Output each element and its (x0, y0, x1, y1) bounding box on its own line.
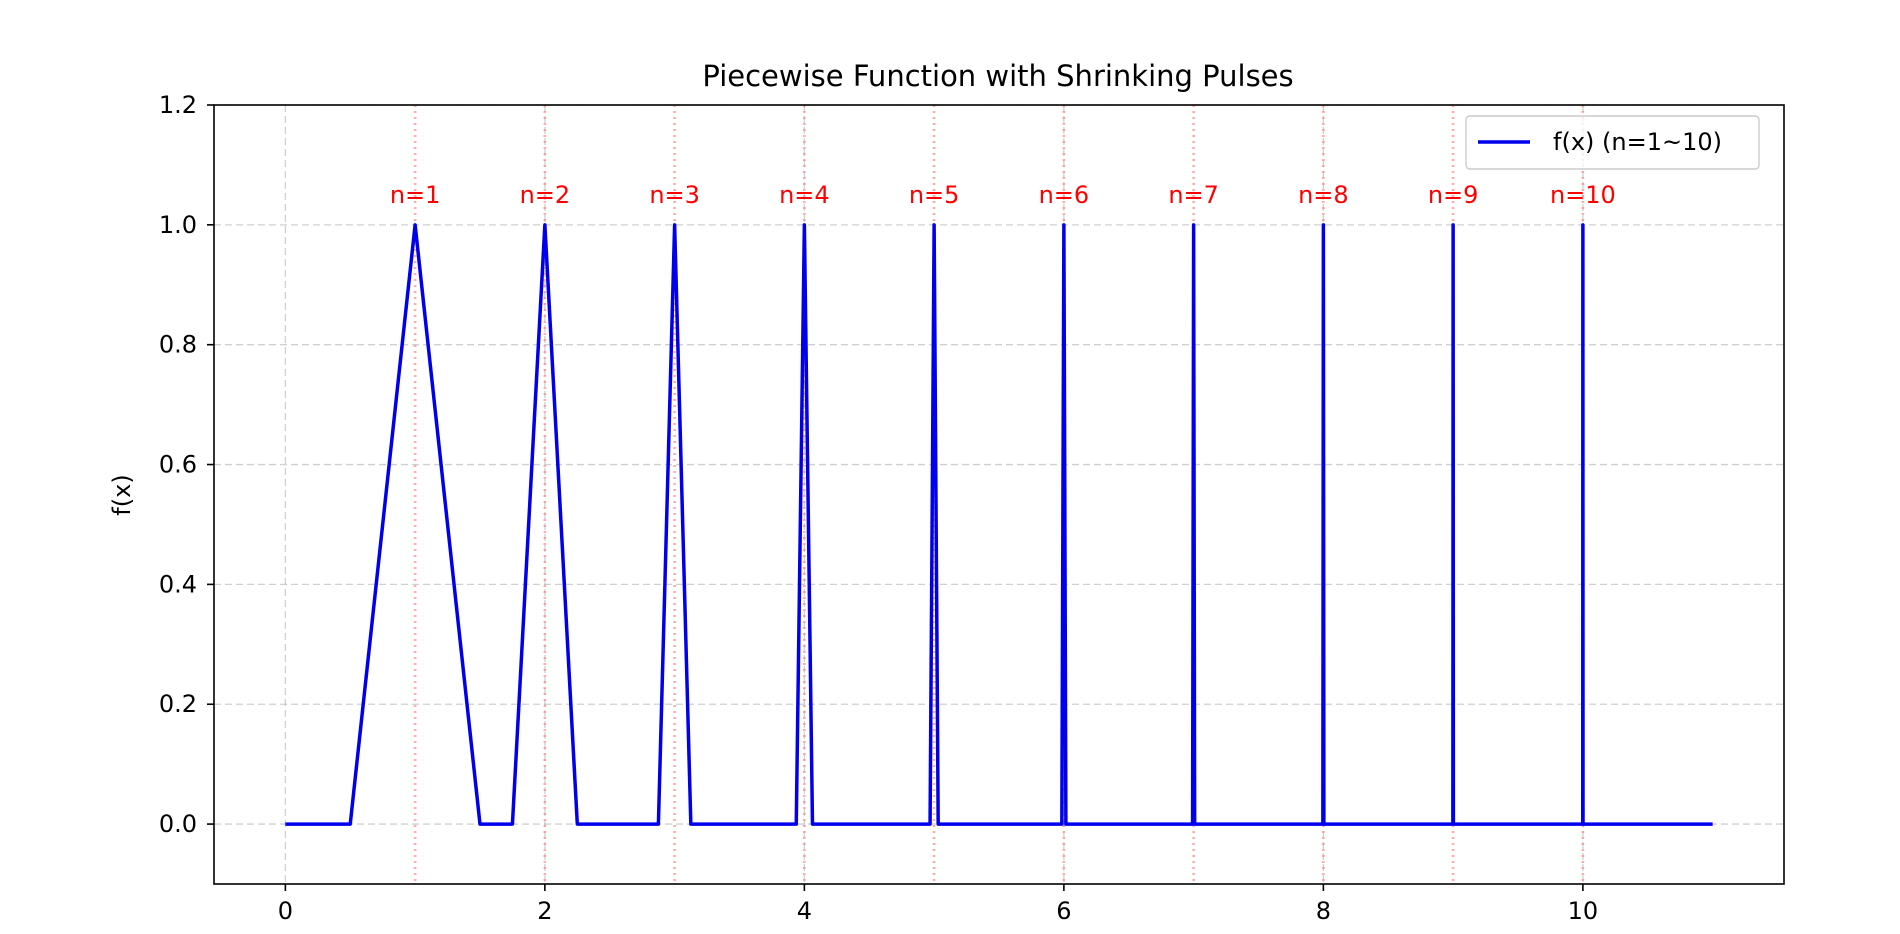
annotation-label: n=4 (779, 181, 830, 209)
y-tick-label: 0.2 (159, 690, 197, 718)
annotation-label: n=9 (1428, 181, 1479, 209)
plot-frame (213, 104, 1785, 885)
annotation-label: n=8 (1298, 181, 1349, 209)
annotation-label: n=6 (1039, 181, 1090, 209)
annotation-label: n=1 (390, 181, 441, 209)
annotation-label: n=5 (909, 181, 960, 209)
legend: f(x) (n=1~10) (1465, 115, 1760, 170)
ticks: 0 2 4 6 8 10 0.0 0.2 0.4 0.6 0.8 1.0 1.2 (159, 91, 1598, 925)
y-tick-label: 0.4 (159, 570, 197, 598)
y-tick-label: 0.0 (159, 810, 197, 838)
reference-lines (413, 105, 1585, 884)
x-tick-label: 10 (1568, 897, 1599, 925)
y-axis-label: f(x) (108, 474, 136, 515)
series-layer (285, 223, 1713, 826)
x-tick-label: 6 (1056, 897, 1071, 925)
x-tick-label: 8 (1316, 897, 1331, 925)
legend-box (1465, 115, 1760, 170)
annotation-label: n=2 (520, 181, 571, 209)
x-tick-label: 4 (797, 897, 812, 925)
y-tick-label: 0.6 (159, 451, 197, 479)
x-tick-label: 2 (537, 897, 552, 925)
annotation-label: n=3 (649, 181, 700, 209)
y-tick-label: 0.8 (159, 331, 197, 359)
y-tick-label: 1.0 (159, 211, 197, 239)
x-tick-label: 0 (278, 897, 293, 925)
annotation-label: n=10 (1550, 181, 1616, 209)
y-tick-label: 1.2 (159, 91, 197, 119)
annotation-label: n=7 (1168, 181, 1219, 209)
grid (214, 104, 1784, 884)
legend-label: f(x) (n=1~10) (1553, 128, 1722, 156)
series-line (285, 223, 1713, 826)
chart-title: Piecewise Function with Shrinking Pulses (702, 59, 1293, 93)
annotations: n=1 n=2 n=3 n=4 n=5 n=6 n=7 n=8 n=9 n=10 (390, 181, 1616, 209)
